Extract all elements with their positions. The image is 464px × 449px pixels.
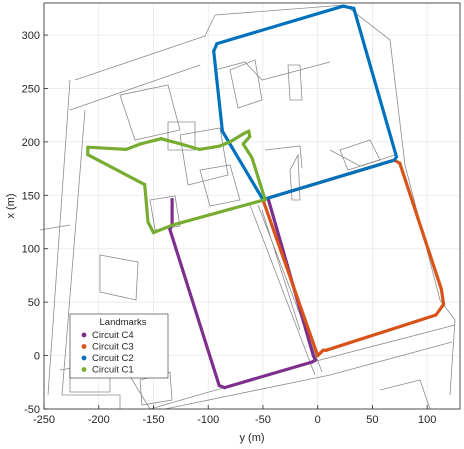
data-point: [321, 348, 325, 352]
series-layer: [86, 4, 446, 390]
data-point: [250, 156, 254, 160]
street-outline: [287, 64, 303, 201]
data-point: [441, 302, 446, 306]
x-tick-label: 0: [315, 414, 321, 426]
y-axis-ticks: -50 0 50 100 150 200 250 300: [22, 30, 48, 416]
data-point: [159, 137, 163, 141]
data-point: [247, 129, 251, 133]
data-point: [352, 6, 356, 10]
data-point: [220, 129, 225, 133]
x-tick-label: -50: [255, 414, 271, 426]
x-tick-label: -150: [142, 414, 164, 426]
x-tick-label: 100: [418, 414, 436, 426]
series-circuit-c1: [86, 129, 267, 235]
data-point: [394, 155, 399, 159]
y-tick-label: -50: [24, 404, 40, 416]
street-outline: [47, 35, 206, 396]
legend-entry: Circuit C1: [92, 365, 134, 376]
data-point: [146, 220, 150, 224]
y-tick-label: 300: [22, 30, 40, 42]
data-point: [217, 144, 221, 148]
legend-entry: Circuit C4: [92, 330, 134, 341]
data-point: [316, 353, 320, 358]
y-tick-label: 150: [22, 190, 40, 202]
data-point: [439, 287, 443, 291]
data-point: [228, 140, 232, 144]
data-point: [217, 383, 221, 388]
x-tick-label: 50: [366, 414, 378, 426]
legend-marker: [81, 355, 87, 361]
street-outline: [39, 224, 431, 410]
y-tick-label: 200: [22, 137, 40, 149]
data-point: [313, 358, 318, 362]
y-axis-label: x (m): [5, 193, 17, 218]
data-point: [242, 131, 246, 135]
data-point: [398, 161, 402, 165]
y-tick-label: 250: [22, 83, 40, 95]
data-point: [248, 134, 252, 139]
data-point: [86, 153, 90, 157]
data-point: [170, 197, 174, 202]
y-tick-label: 50: [28, 297, 40, 309]
series-line: [86, 129, 267, 235]
x-tick-label: -250: [33, 414, 55, 426]
data-point: [215, 42, 219, 46]
street-outline: [149, 324, 456, 410]
y-tick-label: 100: [22, 244, 40, 256]
legend-marker: [81, 367, 87, 372]
legend-marker: [81, 344, 87, 349]
data-point: [241, 142, 245, 146]
data-point: [263, 197, 267, 202]
data-point: [86, 145, 90, 149]
x-tick-label: -200: [88, 414, 110, 426]
series-line: [261, 158, 446, 358]
street-outline: [199, 59, 263, 207]
series-circuit-c2: [212, 4, 399, 202]
data-point: [151, 231, 156, 235]
data-point: [124, 147, 128, 151]
series-circuit-c3: [261, 158, 446, 358]
x-axis-label: y (m): [239, 432, 264, 444]
data-point: [179, 142, 183, 146]
data-point: [392, 158, 396, 162]
data-point: [170, 223, 174, 227]
street-outline: [149, 127, 229, 231]
data-point: [212, 49, 216, 53]
y-tick-label: 0: [34, 351, 40, 363]
data-point: [319, 350, 323, 354]
data-point: [143, 183, 147, 187]
legend-marker: [81, 332, 87, 338]
x-axis-ticks: -250 -200 -150 -100 -50 0 50 100: [33, 405, 436, 426]
street-outline: [204, 4, 456, 396]
data-point: [197, 147, 202, 151]
street-outline: [214, 61, 396, 169]
data-point: [311, 353, 315, 358]
series-line: [168, 198, 318, 390]
data-point: [434, 313, 438, 317]
data-point: [168, 227, 172, 232]
data-point: [324, 348, 329, 352]
data-point: [341, 4, 345, 8]
data-point: [310, 360, 314, 364]
legend-entry: Circuit C2: [92, 353, 134, 364]
legend-title: Landmarks: [100, 317, 147, 328]
data-point: [223, 386, 227, 390]
plot-frame: [43, 2, 461, 410]
data-point: [138, 142, 142, 146]
x-tick-label: -100: [197, 414, 219, 426]
legend-entry: Circuit C3: [92, 342, 134, 353]
